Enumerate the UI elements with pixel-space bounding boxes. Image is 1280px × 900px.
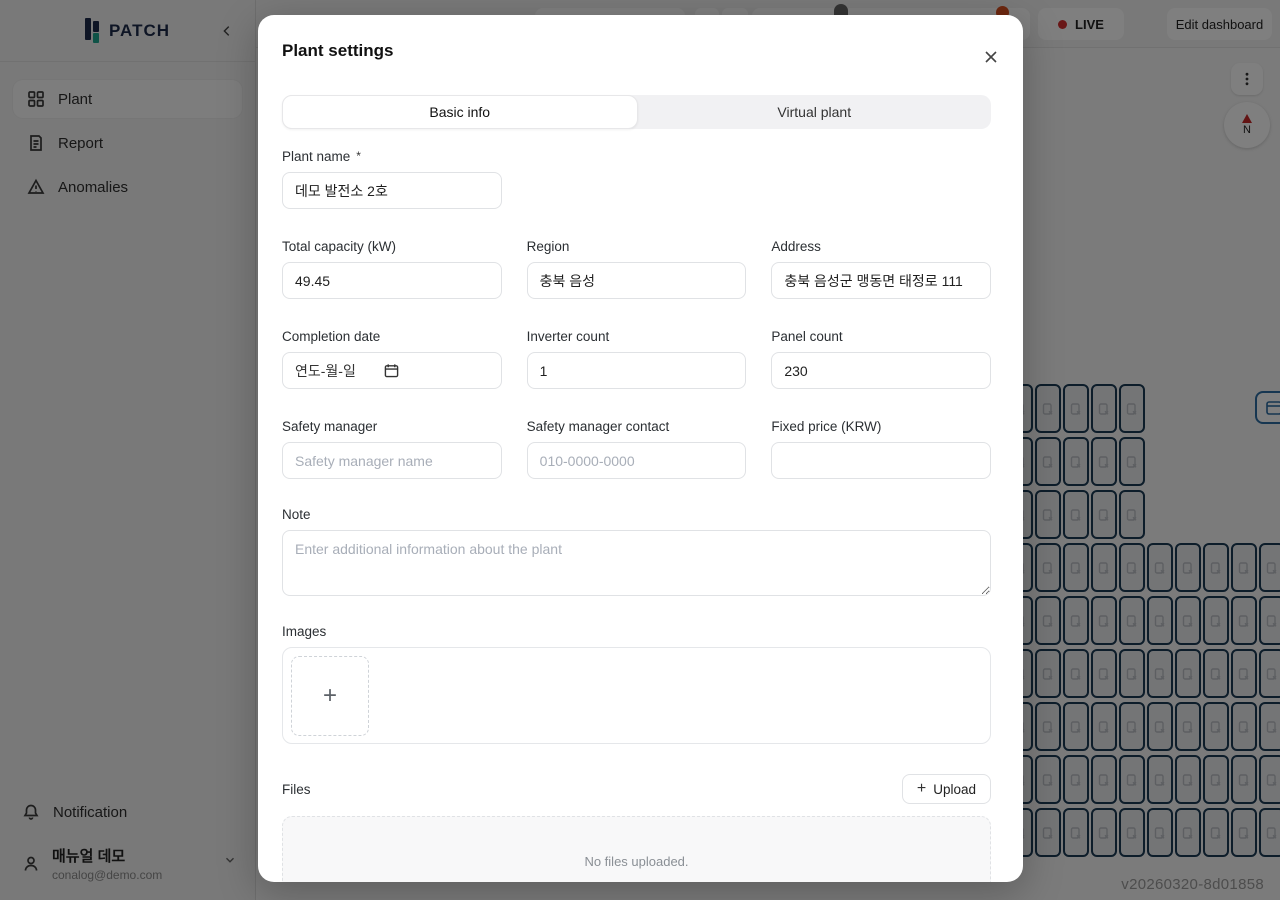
upload-button[interactable]: + Upload — [901, 774, 991, 804]
total-capacity-label: Total capacity (kW) — [282, 239, 397, 254]
required-mark: * — [356, 149, 361, 163]
completion-date-input[interactable]: 연도-월-일 — [282, 352, 502, 389]
safety-manager-label: Safety manager — [282, 419, 378, 434]
fixed-price-label: Fixed price (KRW) — [771, 419, 882, 434]
total-capacity-input[interactable] — [282, 262, 502, 299]
note-textarea[interactable] — [282, 530, 991, 596]
panel-count-input[interactable] — [771, 352, 991, 389]
upload-label: Upload — [933, 781, 976, 797]
field-fixed-price: Fixed price (KRW) — [771, 419, 991, 479]
close-icon — [985, 51, 997, 63]
plant-name-label: Plant name * — [282, 149, 361, 164]
modal-tabs: Basic info Virtual plant — [282, 95, 991, 129]
close-button[interactable] — [981, 47, 1001, 67]
plus-icon: + — [916, 780, 927, 797]
field-plant-name: Plant name * — [282, 149, 502, 209]
field-completion-date: Completion date 연도-월-일 — [282, 329, 502, 389]
address-label: Address — [771, 239, 821, 254]
field-safety-manager: Safety manager — [282, 419, 502, 479]
images-label: Images — [282, 624, 327, 639]
calendar-icon — [384, 364, 399, 378]
files-label: Files — [282, 781, 311, 797]
modal-title: Plant settings — [282, 41, 394, 60]
files-section-header: Files + Upload — [282, 774, 991, 804]
inverter-count-label: Inverter count — [526, 329, 610, 344]
add-image-button[interactable]: + — [291, 656, 369, 736]
tab-basic-info[interactable]: Basic info — [282, 95, 638, 129]
field-panel-count: Panel count — [771, 329, 991, 389]
note-label: Note — [282, 507, 311, 522]
plus-icon: + — [322, 682, 337, 709]
completion-date-label: Completion date — [282, 329, 381, 344]
fixed-price-input[interactable] — [771, 442, 991, 479]
field-address: Address — [771, 239, 991, 299]
safety-manager-contact-input[interactable] — [526, 442, 747, 479]
note-section: Note — [282, 507, 991, 596]
address-input[interactable] — [771, 262, 991, 299]
field-inverter-count: Inverter count — [526, 329, 747, 389]
safety-manager-input[interactable] — [282, 442, 502, 479]
images-box: + — [282, 647, 991, 744]
field-total-capacity: Total capacity (kW) — [282, 239, 502, 299]
inverter-count-input[interactable] — [526, 352, 747, 389]
region-input[interactable] — [526, 262, 747, 299]
images-section: Images + — [282, 624, 991, 744]
safety-manager-contact-label: Safety manager contact — [526, 419, 670, 434]
field-safety-manager-contact: Safety manager contact — [526, 419, 747, 479]
tab-virtual-plant[interactable]: Virtual plant — [777, 104, 852, 120]
plant-settings-modal: Plant settings Basic info Virtual plant … — [258, 15, 1023, 882]
region-label: Region — [526, 239, 570, 254]
files-empty-state: No files uploaded. — [282, 816, 991, 882]
files-empty-text: No files uploaded. — [584, 853, 689, 869]
panel-count-label: Panel count — [771, 329, 843, 344]
plant-name-input[interactable] — [282, 172, 502, 209]
field-region: Region — [526, 239, 747, 299]
date-placeholder: 연도-월-일 — [295, 362, 356, 379]
